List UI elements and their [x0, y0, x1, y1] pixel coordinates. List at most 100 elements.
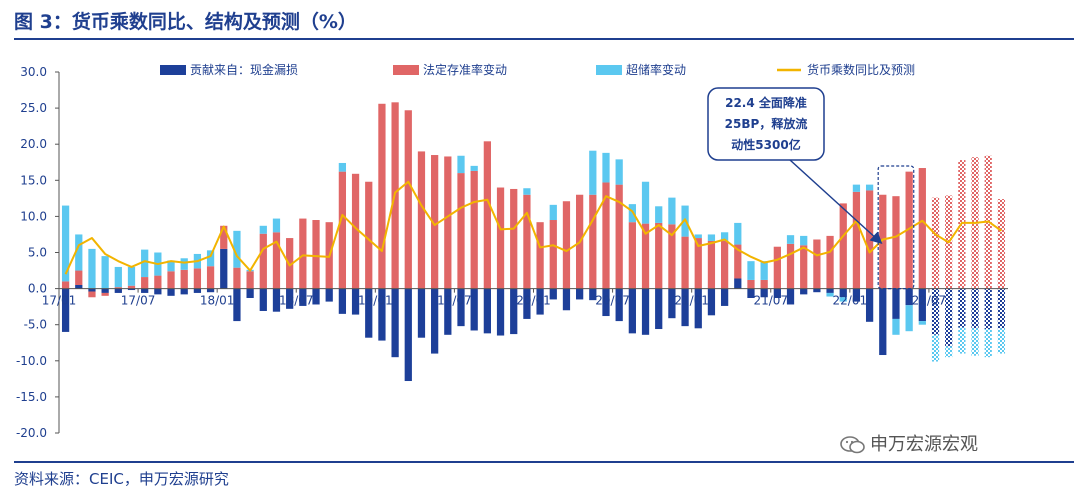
- reserve-bar: [773, 246, 781, 289]
- excess-bar: [865, 184, 874, 191]
- cash-bar: [655, 288, 663, 330]
- cash-bar: [523, 288, 531, 319]
- reserve-bar: [286, 238, 294, 289]
- multiplier-line: [64, 180, 1002, 275]
- y-tick-label: 25.0: [20, 101, 47, 115]
- cash-bar: [865, 288, 874, 322]
- excess-bar: [549, 204, 557, 221]
- y-tick-label: -20.0: [16, 426, 47, 440]
- cash-bar: [233, 288, 241, 322]
- reserve-bar: [589, 194, 597, 289]
- cash-bar: [141, 288, 149, 293]
- reserve-bar: [378, 103, 386, 289]
- excess-bar: [918, 321, 926, 325]
- y-tick-label: 5.0: [28, 246, 47, 260]
- reserve-bar: [655, 222, 663, 289]
- cash-bar: [852, 288, 861, 302]
- excess-bar: [826, 292, 834, 297]
- cash-bar: [589, 288, 597, 301]
- cash-bar: [602, 288, 610, 317]
- reserve-bar: [734, 244, 742, 279]
- excess-bar: [734, 222, 742, 245]
- x-axis-ticks: 17/01 17/07 18/01 18/07 19/01 19/07 20/01 20/07…: [42, 288, 946, 308]
- excess-bar: [707, 234, 716, 241]
- excess-bar: [101, 256, 109, 289]
- excess-bar: [641, 181, 650, 224]
- y-tick-label: -15.0: [16, 390, 47, 404]
- reserve-bar: [813, 239, 821, 289]
- reserve-bar: [312, 220, 320, 289]
- cash-bar: [259, 288, 267, 311]
- legend-label: 法定存准率变动: [423, 62, 507, 77]
- cash-bar: [193, 288, 202, 293]
- reserve-bar: [918, 168, 926, 289]
- annotation-text: 动性5300亿: [731, 137, 800, 152]
- reserve-bar: [747, 279, 755, 289]
- legend-label: 贡献来自：现金漏损: [190, 62, 298, 77]
- excess-bar: [839, 297, 847, 302]
- reserve-bar: [88, 291, 96, 298]
- cash-bar: [351, 288, 360, 315]
- source-note: 资料来源：CEIC，申万宏源研究: [14, 470, 229, 488]
- cash-bar: [945, 288, 953, 347]
- cash-bar: [338, 288, 347, 314]
- excess-bar: [892, 318, 900, 335]
- cash-bar: [325, 288, 333, 302]
- reserve-bar: [865, 190, 874, 289]
- line-layer: [64, 180, 1002, 275]
- reserve-bar: [549, 220, 557, 289]
- reserve-bar: [114, 287, 122, 289]
- reserve-bar: [457, 173, 465, 289]
- excess-bar: [945, 346, 953, 358]
- cash-bar: [246, 288, 254, 298]
- y-tick-label: 0.0: [28, 282, 47, 296]
- cash-bar: [707, 288, 716, 316]
- legend-swatch: [160, 65, 186, 75]
- cash-bar: [431, 288, 439, 354]
- excess-bar: [786, 235, 795, 244]
- reserve-bar: [668, 224, 676, 289]
- cash-bar: [773, 288, 781, 298]
- excess-bar: [971, 328, 979, 356]
- x-tick-label: 18/07: [279, 294, 314, 308]
- annotation-arrow: [789, 159, 883, 245]
- cash-bar: [905, 288, 913, 306]
- cash-bar: [378, 288, 386, 341]
- cash-bar: [681, 288, 689, 327]
- excess-bar: [114, 266, 122, 288]
- excess-bar: [694, 234, 702, 239]
- cash-bar: [272, 288, 281, 312]
- excess-bar: [589, 150, 597, 195]
- reserve-bar: [879, 194, 887, 289]
- cash-bar: [167, 288, 175, 296]
- x-tick-label: 20/01: [516, 294, 551, 308]
- reserve-bar: [641, 223, 650, 289]
- x-tick-label: 20/07: [595, 294, 630, 308]
- reserve-bar: [246, 271, 254, 289]
- cash-bar: [628, 288, 636, 334]
- y-tick-label: 20.0: [20, 137, 47, 151]
- cash-bar: [101, 288, 109, 293]
- excess-bar: [602, 152, 610, 183]
- cash-bar: [496, 288, 505, 336]
- cash-bar: [839, 288, 847, 298]
- cash-bar: [576, 288, 584, 300]
- wechat-icon: [840, 436, 865, 454]
- cash-bar: [88, 288, 96, 292]
- reserve-bar: [470, 170, 478, 289]
- reserve-bar: [681, 236, 689, 289]
- reserve-bar: [786, 243, 795, 289]
- y-tick-label: 10.0: [20, 209, 47, 223]
- cash-bar: [958, 288, 966, 328]
- y-axis: 30.0 25.0 20.0 15.0 10.0 5.0 0.0 -5.0 -10.0 -15.0…: [16, 65, 60, 440]
- excess-bar: [259, 225, 267, 234]
- cash-bar: [668, 288, 676, 319]
- reserve-bar: [101, 292, 109, 296]
- cash-bar: [931, 288, 940, 335]
- cash-bar: [813, 288, 821, 293]
- reserve-bar: [997, 199, 1006, 289]
- cash-bar: [444, 288, 452, 335]
- reserve-bar: [338, 171, 347, 289]
- cash-bar: [61, 288, 70, 332]
